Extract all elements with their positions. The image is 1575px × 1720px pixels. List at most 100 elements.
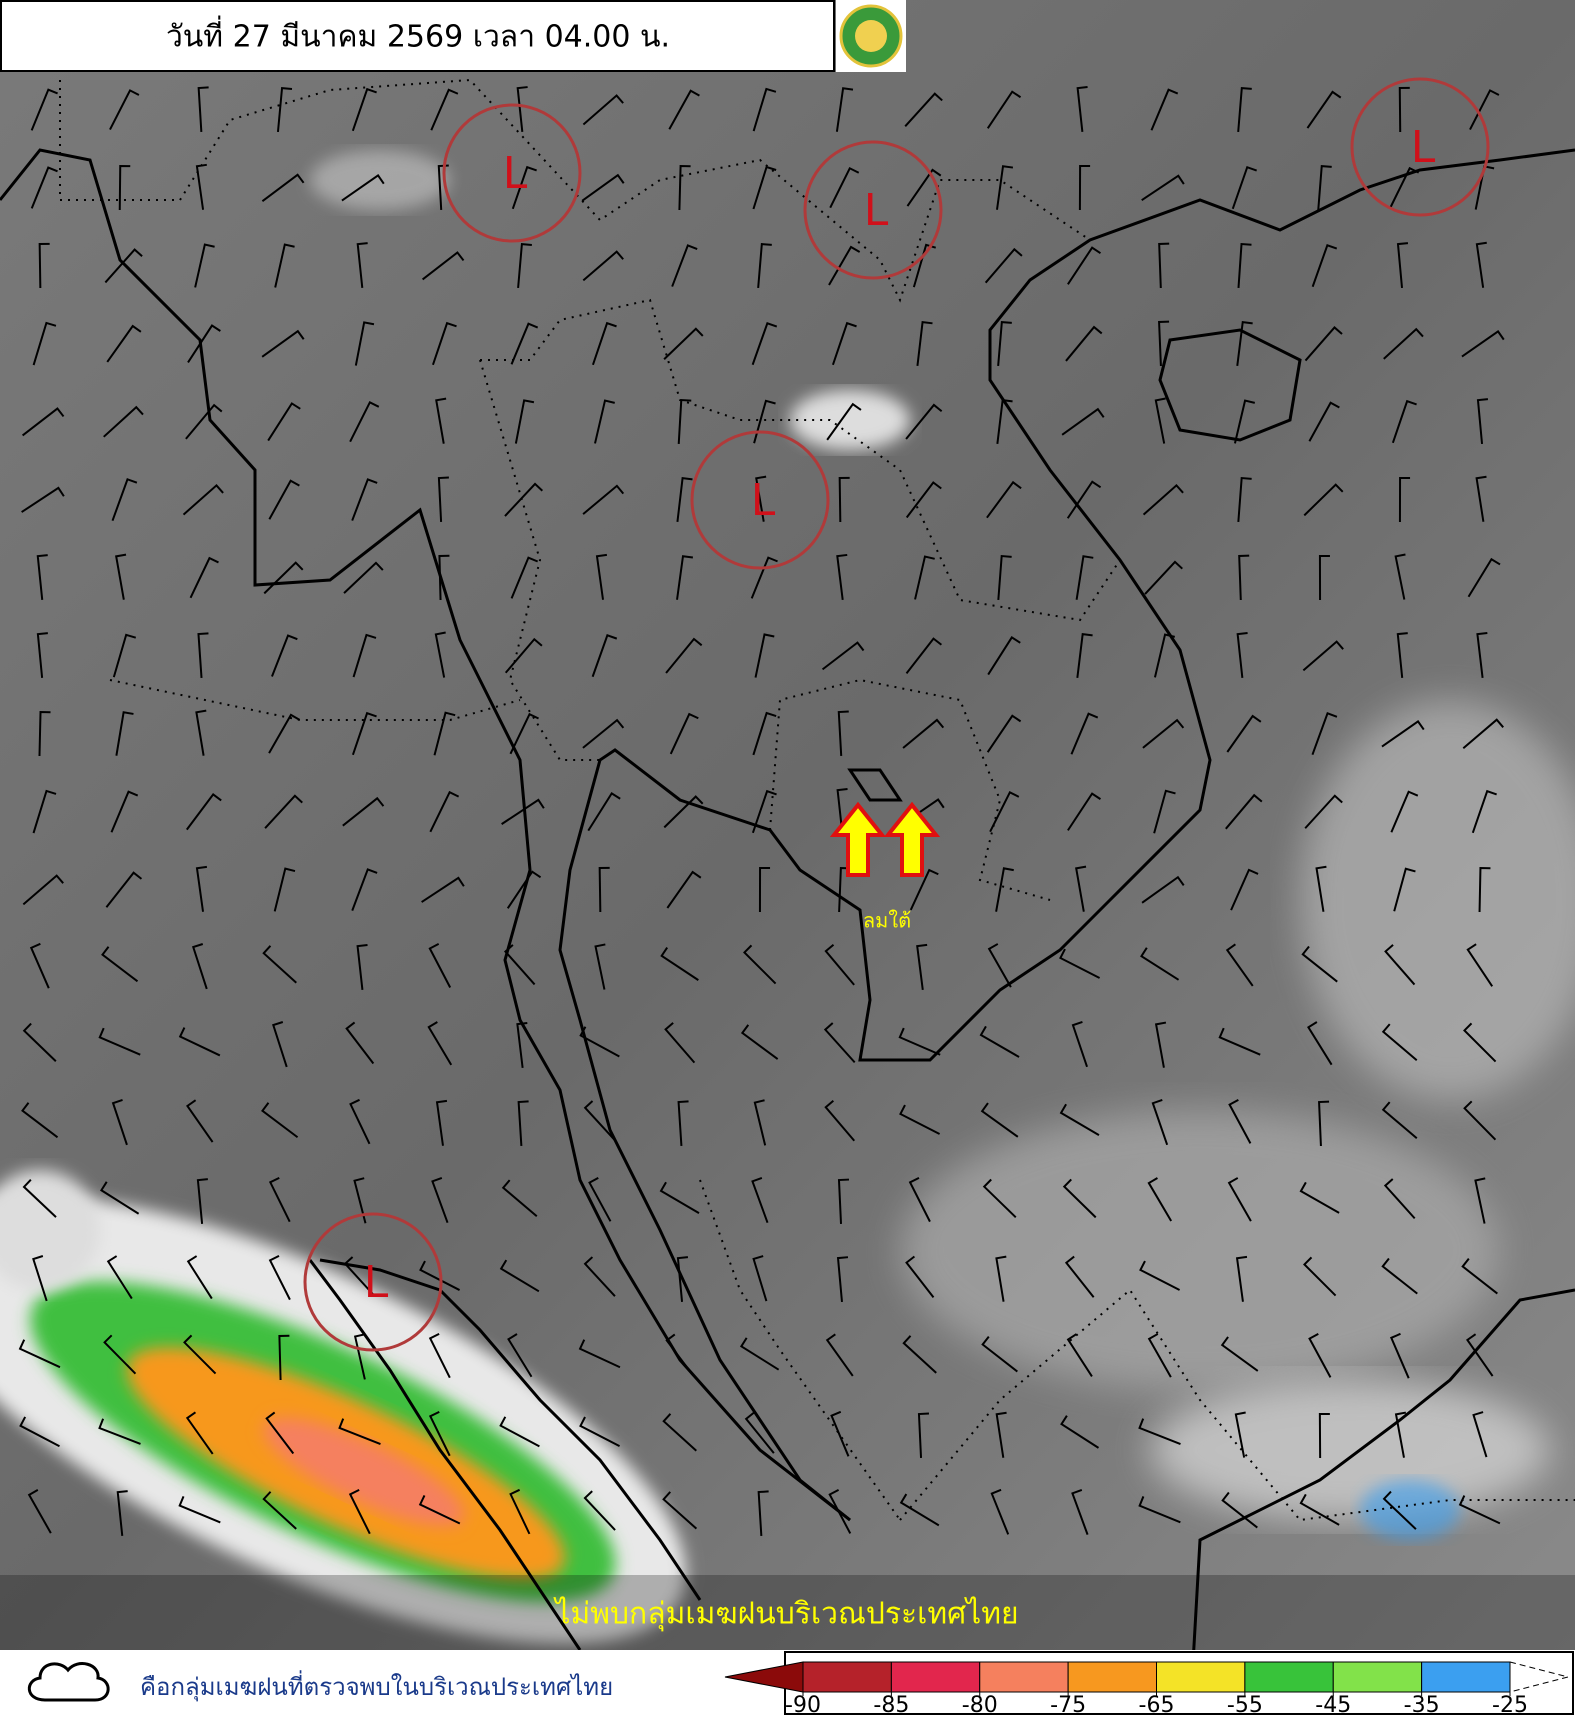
scale-segment bbox=[979, 1661, 1069, 1693]
wind-barb bbox=[1144, 560, 1183, 595]
wind-barb bbox=[1317, 164, 1332, 211]
wind-barb bbox=[1394, 553, 1406, 600]
wind-barb bbox=[1075, 865, 1087, 912]
wind-barb bbox=[1396, 632, 1408, 678]
wind-barb bbox=[594, 943, 606, 990]
wind-barb bbox=[1469, 89, 1500, 131]
wind-barb bbox=[268, 1176, 291, 1223]
wind-barb bbox=[587, 792, 621, 832]
wind-barb bbox=[1308, 401, 1340, 442]
wind-barb bbox=[272, 1021, 288, 1068]
wind-barb bbox=[666, 870, 702, 909]
wind-barb bbox=[262, 945, 297, 984]
wind-barb bbox=[100, 1181, 140, 1215]
wind-barb bbox=[36, 632, 48, 678]
wind-barb bbox=[1076, 633, 1093, 678]
wind-barb bbox=[740, 1024, 779, 1060]
wind-barb bbox=[582, 250, 624, 282]
wind-barb bbox=[906, 168, 942, 207]
wind-barb bbox=[509, 1488, 531, 1535]
wind-barb bbox=[1465, 1333, 1494, 1377]
wind-barb bbox=[278, 1334, 290, 1381]
wind-barb bbox=[750, 556, 778, 599]
wind-barb bbox=[1382, 1490, 1417, 1530]
wind-barb bbox=[419, 1260, 461, 1291]
wind-barb bbox=[1390, 790, 1419, 833]
wind-barb bbox=[1463, 1100, 1497, 1141]
wind-barb bbox=[1139, 1260, 1181, 1291]
wind-barb bbox=[438, 554, 450, 601]
wind-label: ลมใต้ bbox=[863, 909, 911, 933]
scale-tick-label: -85 bbox=[873, 1693, 909, 1716]
wind-barb bbox=[579, 1026, 620, 1058]
wind-barb bbox=[757, 242, 772, 289]
wind-barb bbox=[349, 400, 380, 443]
wind-barb bbox=[914, 555, 935, 600]
wind-barb bbox=[836, 788, 848, 834]
wind-barb bbox=[267, 402, 301, 442]
wind-barb bbox=[115, 711, 134, 756]
wind-barb bbox=[835, 87, 854, 132]
wind-barb bbox=[665, 1333, 695, 1377]
wind-barb bbox=[758, 866, 771, 913]
wind-barb bbox=[343, 561, 384, 594]
coastlines bbox=[0, 148, 1575, 1717]
wind-barb bbox=[838, 476, 850, 523]
wind-barb bbox=[905, 403, 943, 440]
wind-barb bbox=[752, 165, 777, 210]
wind-barb bbox=[265, 1411, 295, 1455]
wind-barb bbox=[21, 1102, 59, 1139]
wind-barb bbox=[828, 1488, 852, 1534]
wind-barb bbox=[432, 321, 457, 366]
scale-tick-label: -90 bbox=[785, 1693, 821, 1716]
wind-barb bbox=[1059, 1103, 1100, 1137]
low-label: L bbox=[864, 185, 889, 236]
wind-barb bbox=[1142, 718, 1185, 749]
scale-segment bbox=[1156, 1661, 1246, 1693]
wind-barb bbox=[1462, 718, 1504, 750]
wind-barb bbox=[1308, 1333, 1332, 1378]
scale-tick-label: -25 bbox=[1492, 1693, 1528, 1716]
wind-barb bbox=[98, 1418, 141, 1445]
wind-barb bbox=[516, 86, 528, 132]
scale-tick-label: -75 bbox=[1050, 1693, 1086, 1716]
wind-barb bbox=[431, 1176, 449, 1224]
wind-barb bbox=[1153, 789, 1176, 834]
wind-barb bbox=[824, 943, 855, 986]
wind-barb bbox=[106, 1255, 133, 1300]
wind-barb bbox=[101, 946, 139, 983]
wind-barb bbox=[98, 1027, 141, 1056]
wind-barb bbox=[186, 792, 222, 831]
wind-barb bbox=[1142, 483, 1184, 516]
wind-barb bbox=[1318, 554, 1330, 601]
wind-barb bbox=[261, 173, 305, 203]
wind-barb bbox=[676, 477, 693, 522]
low-label: L bbox=[364, 1257, 389, 1308]
wind-barb bbox=[676, 1256, 689, 1302]
wind-barb bbox=[752, 87, 777, 132]
wind-barb bbox=[916, 943, 928, 990]
wind-barb bbox=[191, 943, 208, 990]
wind-barb bbox=[995, 1255, 1007, 1302]
wind-barb bbox=[1383, 327, 1424, 360]
wind-barb bbox=[1237, 86, 1252, 133]
wind-barb bbox=[268, 713, 301, 754]
wind-barb bbox=[349, 1098, 371, 1145]
wind-barb bbox=[831, 321, 857, 366]
wind-barb bbox=[185, 403, 223, 440]
wind-barb bbox=[1476, 631, 1488, 678]
wind-barb bbox=[1064, 1255, 1095, 1298]
color-scale: -90 -85 -80 -75 -65 -55 -45 -35 -25 bbox=[724, 1661, 1570, 1718]
wind-barb bbox=[739, 1337, 780, 1371]
scale-segment bbox=[1332, 1661, 1423, 1693]
wind-barb bbox=[1062, 1178, 1097, 1219]
wind-barb bbox=[1059, 948, 1101, 979]
wind-barb bbox=[434, 631, 446, 678]
wind-barb bbox=[743, 944, 777, 985]
wind-barb bbox=[583, 1490, 616, 1531]
wind-barb bbox=[821, 641, 865, 671]
wind-barb bbox=[1158, 242, 1170, 289]
wind-barb bbox=[1315, 865, 1327, 912]
wind-barb bbox=[917, 1412, 930, 1459]
